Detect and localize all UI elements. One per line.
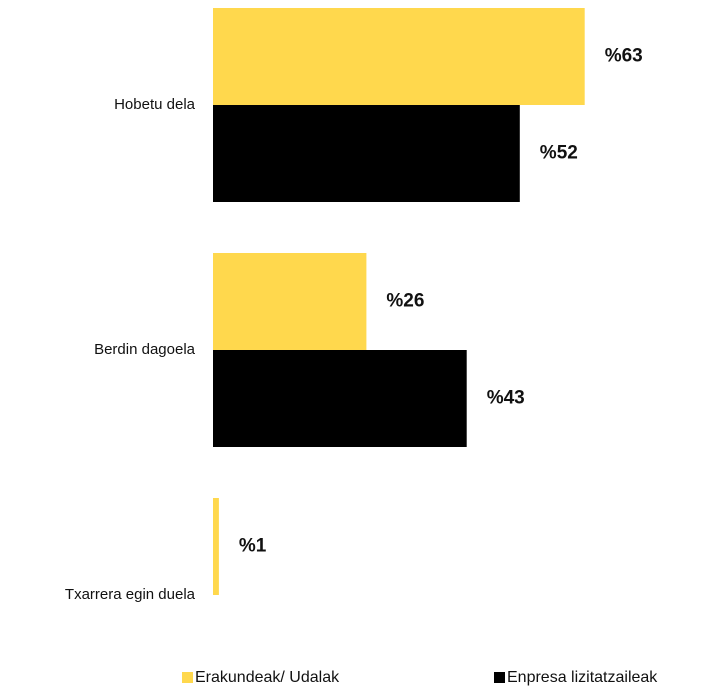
legend-label: Erakundeak/ Udalak (195, 669, 340, 686)
category-label: Hobetu dela (114, 96, 196, 113)
value-label: %1 (239, 536, 267, 557)
bar (213, 253, 367, 350)
value-label: %26 (386, 291, 424, 312)
bar (213, 105, 520, 202)
legend-swatch (494, 672, 505, 683)
bar (213, 8, 585, 105)
value-label: %43 (487, 388, 525, 409)
legend-label: Enpresa lizitatzaileak (507, 669, 658, 686)
category-label: Berdin dagoela (94, 341, 196, 358)
bar (213, 350, 467, 447)
category-label: Txarrera egin duela (65, 586, 196, 603)
value-label: %63 (605, 46, 643, 67)
value-label: %52 (540, 143, 578, 164)
bar (213, 498, 219, 595)
legend-swatch (182, 672, 193, 683)
